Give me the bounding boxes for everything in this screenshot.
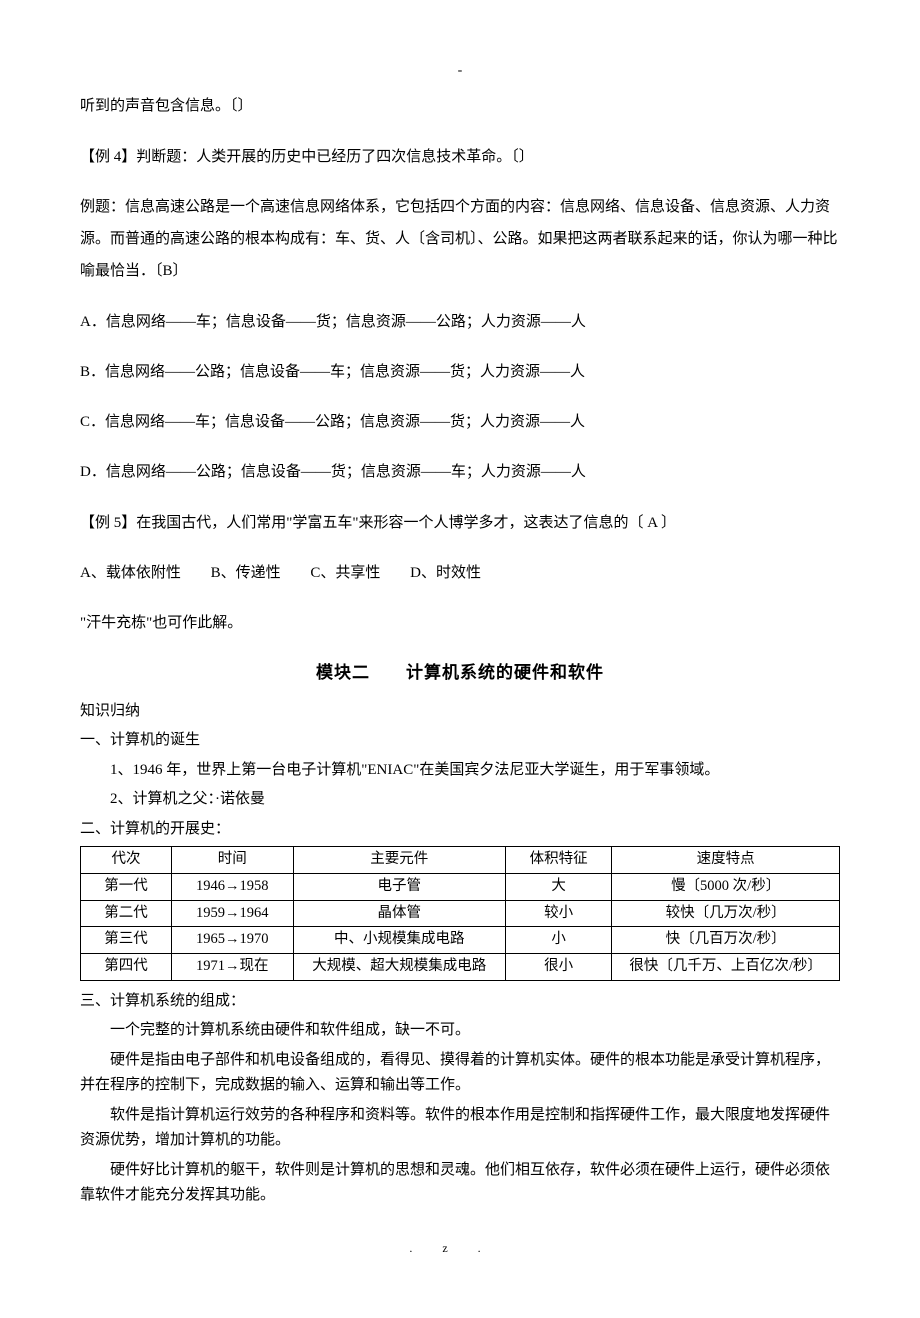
example-5-options: A、载体依附性 B、传递性 C、共享性 D、时效性: [80, 557, 840, 589]
table-header-cell: 速度特点: [612, 847, 840, 874]
table-cell: 快〔几百万次/秒〕: [612, 927, 840, 954]
ex5-opt-d: D、时效性: [410, 557, 481, 589]
module-2-heading: 模块二 计算机系统的硬件和软件: [80, 659, 840, 686]
note-hanniu: "汗牛充栋"也可作此解。: [80, 607, 840, 639]
table-cell: 晶体管: [293, 900, 506, 927]
text-line-sound: 听到的声音包含信息。〔〕: [80, 90, 840, 122]
table-row: 第二代1959→1964晶体管较小较快〔几万次/秒〕: [81, 900, 840, 927]
example-5: 【例 5】在我国古代，人们常用"学富五车"来形容一个人博学多才，这表达了信息的〔…: [80, 507, 840, 539]
option-d: D．信息网络——公路；信息设备——货；信息资源——车；人力资源——人: [80, 456, 840, 488]
section-2-title: 二、计算机的开展史：: [80, 817, 840, 843]
section-3-p3: 软件是指计算机运行效劳的各种程序和资料等。软件的根本作用是控制和指挥硬件工作，最…: [80, 1103, 840, 1154]
section-1-item-2: 2、计算机之父：·诺依曼: [80, 787, 840, 813]
example-4: 【例 4】判断题：人类开展的历史中已经历了四次信息技术革命。〔〕: [80, 141, 840, 173]
table-cell: 1959→1964: [172, 900, 293, 927]
computer-history-table: 代次时间主要元件体积特征速度特点 第一代1946→1958电子管大慢〔5000 …: [80, 846, 840, 981]
table-cell: 大规模、超大规模集成电路: [293, 954, 506, 981]
ex5-opt-a: A、载体依附性: [80, 557, 181, 589]
table-header-cell: 代次: [81, 847, 172, 874]
table-row: 第四代1971→现在大规模、超大规模集成电路很小很快〔几千万、上百亿次/秒〕: [81, 954, 840, 981]
table-cell: 慢〔5000 次/秒〕: [612, 873, 840, 900]
table-cell: 1965→1970: [172, 927, 293, 954]
table-row: 第三代1965→1970中、小规模集成电路小快〔几百万次/秒〕: [81, 927, 840, 954]
section-3-title: 三、计算机系统的组成：: [80, 989, 840, 1015]
table-cell: 小: [506, 927, 612, 954]
section-1-item-1: 1、1946 年，世界上第一台电子计算机"ENIAC"在美国宾夕法尼亚大学诞生，…: [80, 758, 840, 784]
table-header-cell: 体积特征: [506, 847, 612, 874]
table-cell: 第一代: [81, 873, 172, 900]
table-cell: 第二代: [81, 900, 172, 927]
ex5-opt-b: B、传递性: [211, 557, 281, 589]
table-cell: 较快〔几万次/秒〕: [612, 900, 840, 927]
table-header-cell: 时间: [172, 847, 293, 874]
table-cell: 1971→现在: [172, 954, 293, 981]
section-3-p2: 硬件是指由电子部件和机电设备组成的，看得见、摸得着的计算机实体。硬件的根本功能是…: [80, 1048, 840, 1099]
section-3-p1: 一个完整的计算机系统由硬件和软件组成，缺一不可。: [80, 1018, 840, 1044]
table-cell: 1946→1958: [172, 873, 293, 900]
table-cell: 中、小规模集成电路: [293, 927, 506, 954]
table-cell: 较小: [506, 900, 612, 927]
table-header-row: 代次时间主要元件体积特征速度特点: [81, 847, 840, 874]
table-cell: 很小: [506, 954, 612, 981]
option-c: C．信息网络——车；信息设备——公路；信息资源——货；人力资源——人: [80, 406, 840, 438]
example-question: 例题：信息高速公路是一个高速信息网络体系，它包括四个方面的内容：信息网络、信息设…: [80, 191, 840, 288]
option-a: A．信息网络——车；信息设备——货；信息资源——公路；人力资源——人: [80, 306, 840, 338]
table-cell: 第三代: [81, 927, 172, 954]
section-3-p4: 硬件好比计算机的躯干，软件则是计算机的思想和灵魂。他们相互依存，软件必须在硬件上…: [80, 1158, 840, 1209]
table-row: 第一代1946→1958电子管大慢〔5000 次/秒〕: [81, 873, 840, 900]
table-header-cell: 主要元件: [293, 847, 506, 874]
section-1-title: 一、计算机的诞生: [80, 728, 840, 754]
footer-mark: .z.: [80, 1239, 840, 1258]
table-cell: 电子管: [293, 873, 506, 900]
section-knowledge: 知识归纳: [80, 699, 840, 725]
ex5-opt-c: C、共享性: [310, 557, 380, 589]
table-cell: 大: [506, 873, 612, 900]
header-mark: -: [80, 60, 840, 82]
table-cell: 很快〔几千万、上百亿次/秒〕: [612, 954, 840, 981]
option-b: B．信息网络——公路；信息设备——车；信息资源——货；人力资源——人: [80, 356, 840, 388]
table-cell: 第四代: [81, 954, 172, 981]
